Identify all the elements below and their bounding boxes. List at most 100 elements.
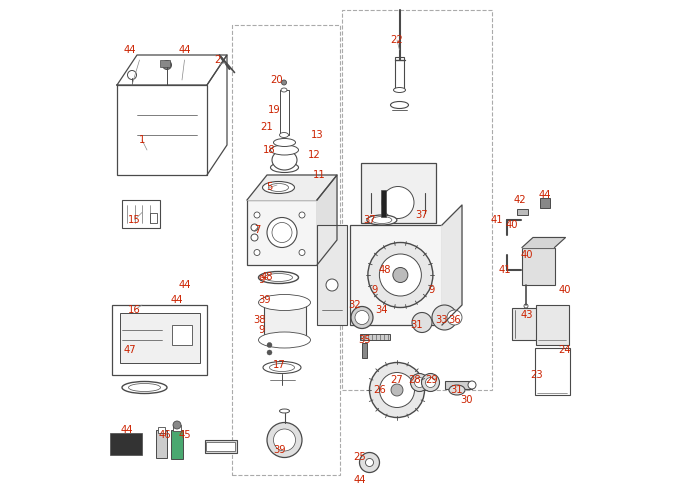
Bar	[119, 312, 199, 362]
Text: 42: 42	[513, 195, 526, 205]
Circle shape	[380, 254, 421, 296]
Text: 39: 39	[258, 295, 271, 305]
Bar	[171, 430, 183, 458]
Bar	[395, 58, 404, 90]
Bar	[362, 342, 367, 357]
Bar	[149, 212, 157, 222]
Bar	[540, 198, 550, 207]
Text: 43: 43	[520, 310, 533, 320]
Ellipse shape	[393, 88, 405, 92]
Text: 44: 44	[178, 280, 191, 290]
Ellipse shape	[271, 162, 298, 172]
Bar	[156, 430, 167, 458]
Text: 48: 48	[261, 272, 273, 282]
Ellipse shape	[355, 310, 369, 324]
Ellipse shape	[281, 88, 287, 92]
Text: 2: 2	[214, 55, 220, 65]
Ellipse shape	[414, 378, 425, 388]
Text: 41: 41	[498, 265, 511, 275]
Bar	[247, 200, 317, 265]
Circle shape	[254, 212, 260, 218]
Ellipse shape	[425, 378, 436, 388]
Text: 23: 23	[531, 370, 543, 380]
Bar	[342, 10, 492, 390]
Text: 45: 45	[178, 430, 191, 440]
Text: 44: 44	[539, 190, 551, 200]
Bar	[264, 302, 305, 340]
Text: 40: 40	[506, 220, 518, 230]
Text: 39: 39	[273, 445, 286, 455]
Text: 46: 46	[158, 430, 171, 440]
Ellipse shape	[267, 218, 297, 248]
Text: 34: 34	[375, 305, 388, 315]
Text: 11: 11	[313, 170, 326, 180]
Bar	[534, 348, 570, 395]
Text: 40: 40	[520, 250, 533, 260]
Ellipse shape	[258, 272, 298, 283]
Circle shape	[128, 70, 137, 80]
Bar	[110, 432, 142, 455]
Bar	[350, 225, 442, 325]
Circle shape	[162, 60, 171, 70]
Text: 12: 12	[308, 150, 321, 160]
Circle shape	[251, 234, 258, 241]
Bar	[280, 90, 289, 135]
Ellipse shape	[267, 422, 302, 458]
Text: 19: 19	[268, 105, 281, 115]
Ellipse shape	[258, 332, 310, 348]
Ellipse shape	[468, 381, 476, 389]
Text: 44: 44	[121, 425, 133, 435]
Ellipse shape	[449, 385, 465, 395]
Text: 37: 37	[363, 215, 376, 225]
Bar	[517, 209, 528, 215]
Ellipse shape	[412, 312, 432, 332]
Bar	[205, 440, 237, 452]
Ellipse shape	[421, 374, 439, 392]
Bar	[522, 248, 555, 285]
Bar	[117, 85, 207, 175]
Ellipse shape	[410, 374, 428, 392]
Ellipse shape	[372, 216, 392, 224]
Text: 44: 44	[353, 475, 366, 485]
Bar	[232, 25, 339, 475]
Circle shape	[369, 362, 425, 418]
Ellipse shape	[280, 409, 289, 413]
Circle shape	[422, 190, 427, 195]
Ellipse shape	[447, 310, 462, 325]
Ellipse shape	[263, 362, 301, 374]
Text: 28: 28	[408, 375, 421, 385]
Ellipse shape	[128, 384, 160, 392]
Polygon shape	[317, 175, 337, 265]
Text: 31: 31	[411, 320, 423, 330]
Polygon shape	[247, 175, 337, 200]
Bar	[317, 225, 347, 325]
Circle shape	[251, 224, 258, 231]
Text: 35: 35	[358, 335, 371, 345]
Text: 22: 22	[391, 35, 403, 45]
Text: 47: 47	[124, 345, 136, 355]
Text: 16: 16	[128, 305, 141, 315]
Text: 37: 37	[416, 210, 428, 220]
Text: 36: 36	[448, 315, 461, 325]
Bar	[112, 305, 207, 375]
Text: 15: 15	[128, 215, 141, 225]
Circle shape	[173, 421, 181, 429]
Text: 20: 20	[271, 75, 283, 85]
Text: 24: 24	[558, 345, 570, 355]
Text: 27: 27	[391, 375, 403, 385]
Ellipse shape	[432, 305, 457, 330]
Circle shape	[299, 212, 305, 218]
Text: 33: 33	[436, 315, 448, 325]
Text: 30: 30	[461, 395, 473, 405]
Ellipse shape	[351, 306, 373, 328]
Bar	[536, 305, 568, 345]
Text: 9: 9	[429, 285, 435, 295]
Text: 13: 13	[311, 130, 323, 140]
Text: 17: 17	[273, 360, 286, 370]
Circle shape	[282, 80, 287, 85]
Text: 26: 26	[373, 385, 386, 395]
Circle shape	[299, 250, 305, 256]
Text: 44: 44	[124, 45, 136, 55]
Polygon shape	[522, 238, 566, 248]
Ellipse shape	[272, 222, 292, 242]
